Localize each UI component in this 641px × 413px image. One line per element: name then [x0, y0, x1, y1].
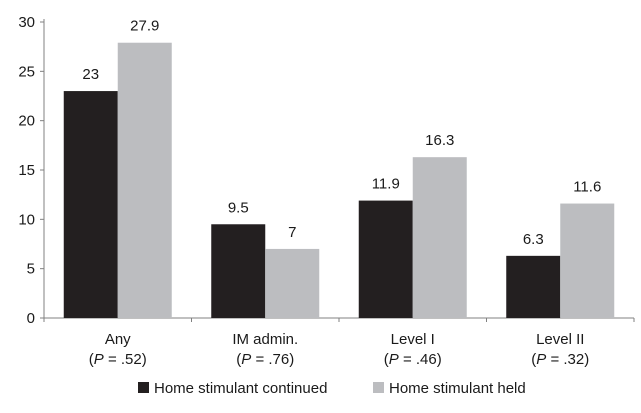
bar	[358, 200, 413, 318]
x-category-label: Any	[105, 331, 131, 348]
x-category-pvalue: (P = .76)	[236, 351, 294, 368]
y-tick-label: 15	[18, 162, 35, 179]
p-symbol: P	[94, 351, 104, 368]
y-tick-label: 0	[27, 310, 35, 327]
y-tick-label: 20	[18, 113, 35, 130]
y-tick-label: 30	[18, 14, 35, 31]
data-label: 16.3	[425, 132, 454, 149]
x-category-pvalue: (P = .46)	[384, 351, 442, 368]
x-category-label: IM admin.	[232, 331, 298, 348]
bar	[117, 42, 172, 318]
p-symbol: P	[241, 351, 251, 368]
bar	[560, 203, 615, 318]
p-value: = .52	[104, 351, 142, 368]
paren-open: (	[531, 351, 536, 368]
data-label: 11.9	[372, 176, 400, 193]
legend-swatch	[138, 382, 149, 393]
p-value: = .46	[399, 351, 437, 368]
y-tick-label: 5	[27, 261, 35, 278]
data-label: 23	[82, 66, 99, 83]
paren-close: )	[289, 351, 294, 368]
data-label: 27.9	[130, 18, 159, 35]
bar	[265, 248, 320, 318]
y-tick-label: 10	[18, 211, 35, 228]
data-label: 7	[288, 224, 296, 241]
x-category-pvalue: (P = .32)	[531, 351, 589, 368]
x-category-label: Level I	[391, 331, 435, 348]
paren-close: )	[142, 351, 147, 368]
paren-open: (	[384, 351, 389, 368]
legend-label: Home stimulant continued	[154, 380, 327, 397]
paren-close: )	[437, 351, 442, 368]
bar	[412, 157, 467, 318]
bar	[506, 255, 561, 318]
legend-swatch	[373, 382, 384, 393]
paren-close: )	[584, 351, 589, 368]
x-category-pvalue: (P = .52)	[89, 351, 147, 368]
p-value: = .76	[251, 351, 289, 368]
p-value: = .32	[546, 351, 584, 368]
paren-open: (	[89, 351, 94, 368]
p-symbol: P	[389, 351, 399, 368]
data-label: 6.3	[523, 231, 544, 248]
bar	[63, 91, 118, 318]
x-category-label: Level II	[536, 331, 584, 348]
data-label: 9.5	[228, 199, 249, 216]
p-symbol: P	[536, 351, 546, 368]
bar	[211, 224, 266, 318]
paren-open: (	[236, 351, 241, 368]
y-tick-label: 25	[18, 63, 35, 80]
legend-label: Home stimulant held	[389, 380, 526, 397]
data-label: 11.6	[573, 179, 601, 196]
